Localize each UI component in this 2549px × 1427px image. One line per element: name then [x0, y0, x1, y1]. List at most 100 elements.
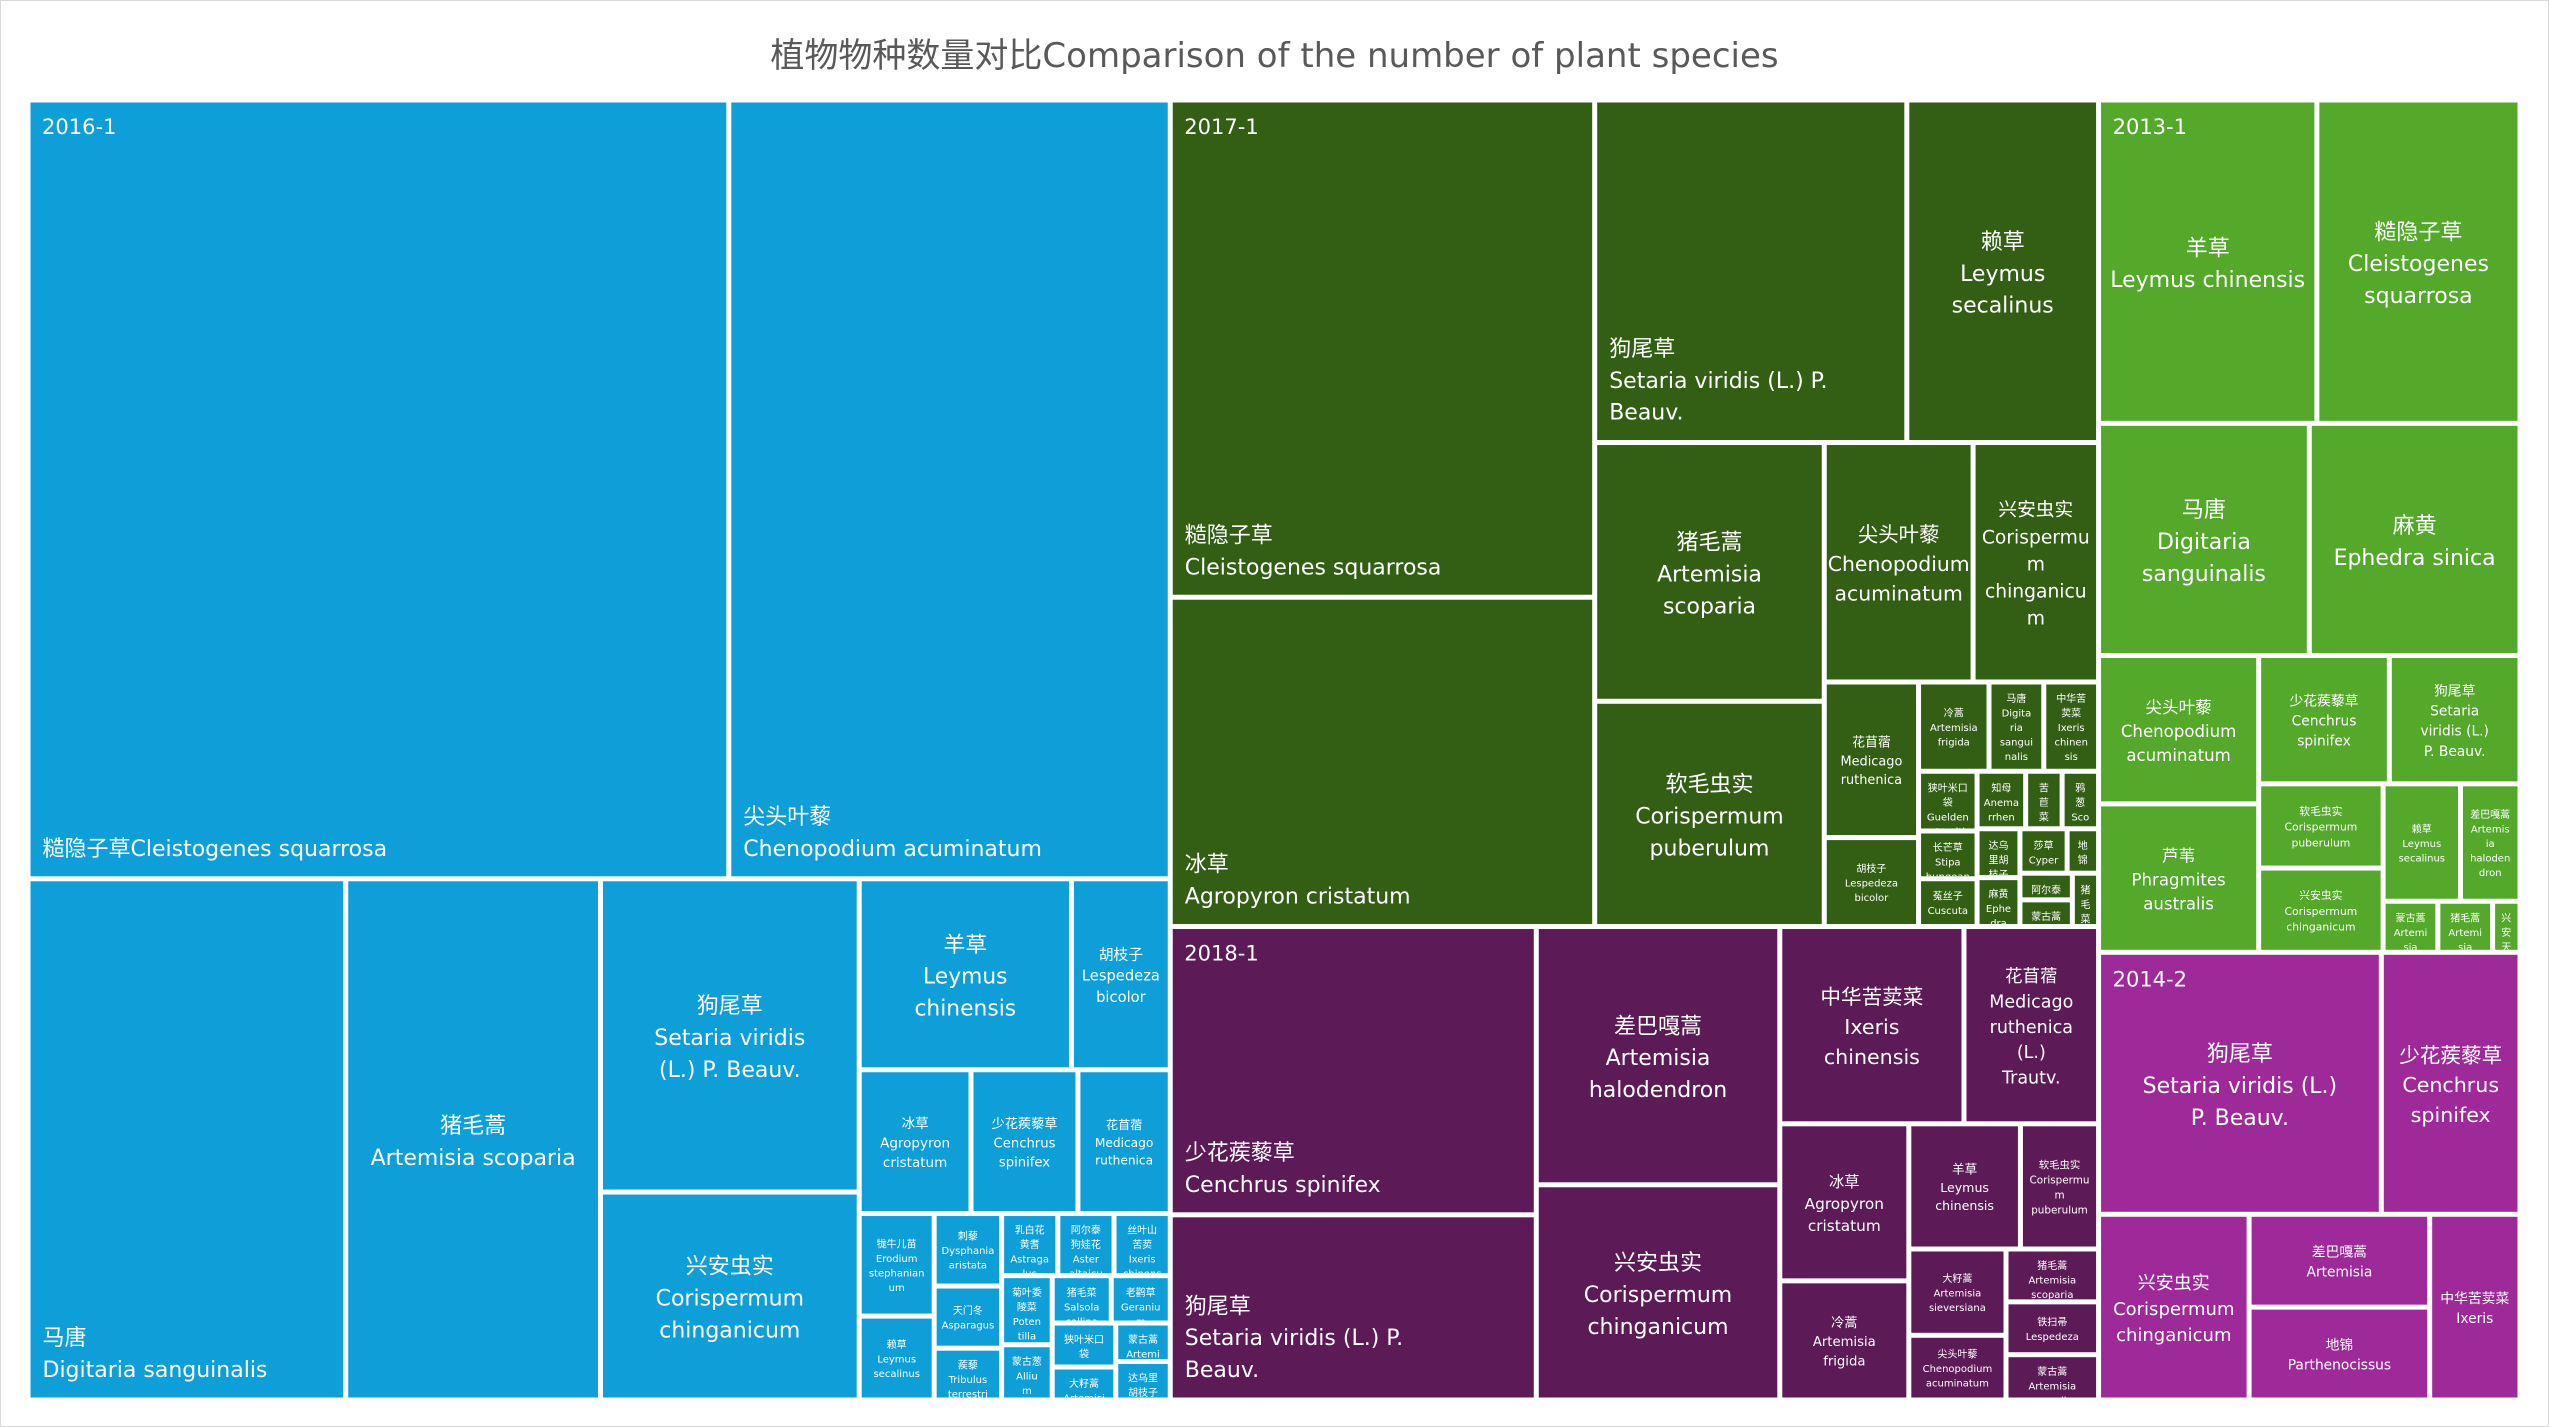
treemap-cell[interactable]: 长芒草Stipabungeana — [1921, 833, 1975, 897]
treemap-cell[interactable]: 铁扫帚 Lespedeza — [2008, 1304, 2097, 1353]
treemap-cell[interactable]: 菊叶委陵菜 Poten tilla — [1004, 1278, 1050, 1343]
treemap-cell[interactable]: 冷蒿 Artemisia frigida — [1921, 684, 1987, 769]
treemap-cell[interactable]: 蒺藜 Tribulus terrestri s — [936, 1350, 1000, 1415]
treemap-cell[interactable]: 阿尔泰狗娃花Asteraltaicus — [1060, 1216, 1112, 1295]
treemap-cell[interactable]: 胡枝子 Lespedeza bicolor — [1826, 840, 1917, 925]
cell-rect — [2385, 786, 2458, 899]
treemap-cell[interactable]: 乳白花黄耆Astragalusgalactites — [1004, 1216, 1056, 1309]
treemap-cell[interactable]: 冰草 Agropyron cristatum — [861, 1072, 969, 1212]
treemap-cell[interactable]: 少花蒺藜草 Cenchrus spinifex — [2383, 954, 2518, 1212]
treemap-cell[interactable]: 狭叶米口袋Gueldenstaedtia — [1054, 1325, 1114, 1390]
treemap-cell[interactable]: 赖草 Leymus secalinus — [861, 1318, 932, 1398]
treemap-cell[interactable]: 尖头叶藜 Chenopodium acuminatum — [1911, 1337, 2004, 1398]
cell-label: 羊草 Leymus chinensis — [1935, 1162, 1994, 1214]
treemap-cell[interactable]: 狗尾草 Setaria viridis (L.) P. Beauv. — [1597, 102, 1905, 441]
treemap-cell[interactable]: 冷蒿 Artemisia frigida — [1782, 1283, 1907, 1398]
treemap-cell[interactable]: 糙隐子草Cleistogenes squarrosa — [30, 102, 727, 877]
treemap-cell[interactable]: 花苜蓿 Medicago ruthenica — [1080, 1072, 1168, 1212]
treemap-cell[interactable]: 赖草 Leymus secalinus — [1909, 102, 2097, 441]
treemap-cell[interactable]: 牻牛儿苗 Erodium stephanian um — [861, 1216, 932, 1314]
treemap-cell[interactable]: 尖头叶藜 Chenopodium acuminatum — [2101, 657, 2257, 802]
treemap-cell[interactable]: 猪毛蒿 Artemisia scoparia — [348, 881, 598, 1398]
cell-rect — [1172, 599, 1593, 925]
treemap-cell[interactable]: 兴安天门冬Asparagusdauricus — [2495, 903, 2518, 1113]
treemap-cell[interactable]: 马唐 Digitaria sanguinalis — [30, 881, 344, 1398]
treemap-cell[interactable]: 冰草 Agropyron cristatum — [1782, 1126, 1907, 1279]
treemap-cell[interactable]: 苦苣菜Sonchus — [2028, 773, 2060, 867]
treemap-cell[interactable]: 花苜蓿 Medicago ruthenica — [1826, 684, 1917, 836]
treemap-cell[interactable]: 蒙古葱 Alliu m mongo licum — [1004, 1347, 1050, 1426]
treemap-cell[interactable]: 羊草 Leymus chinensis — [2101, 102, 2315, 421]
treemap-cell[interactable]: 狗尾草 Setaria viridis (L.) P. Beauv. — [602, 881, 857, 1190]
treemap-cell[interactable]: 莎草 Cyper us — [2022, 831, 2065, 881]
treemap-cell[interactable]: 冰草 Agropyron cristatum — [1172, 599, 1593, 925]
cell-rect — [2101, 1216, 2247, 1398]
treemap-cell[interactable]: 差巴嘎蒿 Artemisia — [2251, 1216, 2428, 1305]
treemap-cell[interactable]: 尖头叶藜 Chenopodium acuminatum — [1826, 445, 1971, 680]
cell-rect — [1080, 1072, 1168, 1212]
cell-rect — [1597, 703, 1822, 925]
treemap-cell[interactable]: 羊草 Leymus chinensis — [861, 881, 1069, 1068]
treemap-cell[interactable]: 麻黄 Ephedra sinica — [2311, 425, 2518, 653]
treemap-cell[interactable]: 狗尾草 Setaria viridis (L.) P. Beauv. — [1172, 1217, 1534, 1398]
treemap-cell[interactable]: 菟丝子 Cuscuta — [1921, 881, 1975, 925]
treemap-cell[interactable]: 达乌里胡枝子Lespedezadavurica — [1979, 831, 2018, 953]
treemap-cell[interactable]: 中华苦荬菜 Ixeris — [2432, 1216, 2518, 1398]
cell-rect — [1054, 1369, 1114, 1398]
treemap-cell[interactable]: 地锦Euphorbiahumifusa — [2069, 831, 2097, 997]
cell-rect — [1004, 1347, 1050, 1398]
treemap-cell[interactable]: 少花蒺藜草 Cenchrus spinifex — [2261, 657, 2387, 782]
treemap-cell[interactable]: 羊草 Leymus chinensis — [1911, 1126, 2018, 1247]
treemap-cell[interactable]: 狗尾草 Setaria viridis (L.) P. Beauv. — [2391, 657, 2518, 782]
treemap-cell[interactable]: 尖头叶藜 Chenopodium acuminatum — [731, 102, 1168, 877]
treemap-cell[interactable]: 知母Anemarrhena — [1979, 773, 2024, 838]
treemap-cell[interactable]: 糙隐子草 Cleistogenes squarrosa — [2319, 102, 2518, 421]
treemap-cell[interactable]: 赖草 Leymus secalinus — [2385, 786, 2458, 899]
cell-label: 胡枝子 Lespedeza bicolor — [1845, 862, 1898, 904]
treemap-cell[interactable]: 鸦葱Scorzonera — [2064, 773, 2097, 867]
treemap-cell[interactable]: 地锦 Parthenocissus — [2251, 1309, 2428, 1398]
treemap-cell[interactable]: 达乌里胡枝子Lespedezadavurica — [1118, 1364, 1168, 1427]
treemap-cell[interactable]: 天门冬 Asparagus — [936, 1288, 1000, 1346]
treemap-cell[interactable]: 狗尾草 Setaria viridis (L.) P. Beauv. — [2101, 954, 2379, 1212]
treemap-cell[interactable]: 麻黄 Ephe dra — [1979, 880, 2018, 930]
treemap-cell[interactable]: 花苜蓿 Medicago ruthenica (L.) Trautv. — [1966, 929, 2097, 1122]
treemap-cell[interactable]: 狭叶米口袋Gueldenstaedtia — [1921, 773, 1975, 853]
treemap-cell[interactable]: 刺藜 Dysphania aristata — [936, 1216, 1000, 1284]
treemap-cell[interactable]: 阿尔泰狗娃花Asteraltaicus — [2022, 875, 2070, 955]
treemap-cell[interactable]: 丝叶山苦荬Ixerischinensis — [1116, 1216, 1168, 1295]
treemap-cell[interactable]: 芦苇 Phragmites australis — [2101, 806, 2257, 950]
treemap-cell[interactable]: 少花蒺藜草 Cenchrus spinifex — [973, 1072, 1076, 1212]
treemap-cell[interactable]: 少花蒺藜草 Cenchrus spinifex — [1172, 929, 1534, 1213]
cell-rect — [936, 1216, 1000, 1284]
treemap-cell[interactable]: 胡枝子 Lespedeza bicolor — [1073, 881, 1168, 1068]
treemap-cell[interactable]: 老鹳草 Geraniu m — [1113, 1278, 1168, 1328]
